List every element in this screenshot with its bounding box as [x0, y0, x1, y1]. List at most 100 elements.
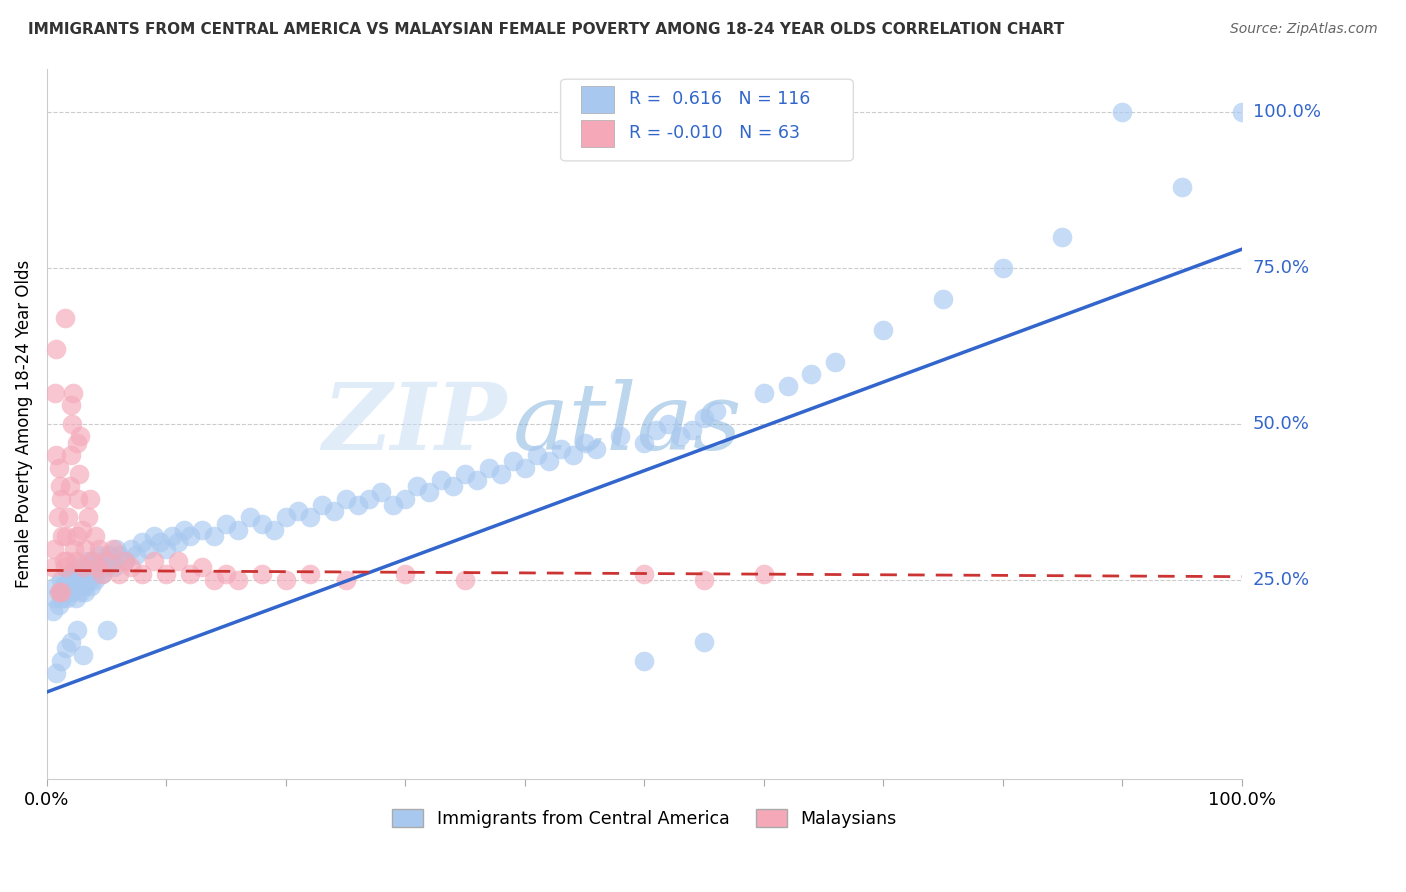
Point	[370, 485, 392, 500]
Point	[179, 529, 201, 543]
Point	[51, 529, 73, 543]
Point	[1052, 230, 1074, 244]
Point	[561, 448, 583, 462]
Point	[191, 523, 214, 537]
Point	[131, 566, 153, 581]
Point	[55, 573, 77, 587]
Point	[585, 442, 607, 456]
Point	[669, 429, 692, 443]
Point	[824, 354, 846, 368]
Point	[645, 423, 668, 437]
Point	[202, 573, 225, 587]
Point	[55, 529, 77, 543]
Point	[125, 548, 148, 562]
Point	[51, 591, 73, 606]
Point	[70, 523, 93, 537]
Point	[226, 523, 249, 537]
Point	[86, 560, 108, 574]
Point	[138, 541, 160, 556]
Point	[173, 523, 195, 537]
Point	[155, 541, 177, 556]
Point	[239, 510, 262, 524]
Point	[58, 479, 80, 493]
Text: Source: ZipAtlas.com: Source: ZipAtlas.com	[1230, 22, 1378, 37]
Point	[191, 560, 214, 574]
Point	[101, 541, 124, 556]
Point	[82, 566, 104, 581]
Point	[67, 467, 90, 481]
Point	[441, 479, 464, 493]
Point	[51, 654, 73, 668]
Point	[89, 541, 111, 556]
Point	[59, 448, 82, 462]
Point	[335, 573, 357, 587]
Point	[75, 566, 97, 581]
Point	[226, 573, 249, 587]
Point	[63, 566, 86, 581]
Point	[82, 554, 104, 568]
Point	[49, 479, 72, 493]
Point	[1171, 180, 1194, 194]
Point	[346, 498, 368, 512]
Text: 75.0%: 75.0%	[1253, 259, 1310, 277]
Point	[752, 385, 775, 400]
Point	[609, 429, 631, 443]
Point	[359, 491, 381, 506]
Point	[418, 485, 440, 500]
Point	[704, 404, 727, 418]
Point	[42, 604, 65, 618]
Point	[502, 454, 524, 468]
Point	[274, 573, 297, 587]
Point	[69, 585, 91, 599]
Point	[149, 535, 172, 549]
Point	[263, 523, 285, 537]
Point	[274, 510, 297, 524]
Text: R =  0.616   N = 116: R = 0.616 N = 116	[628, 90, 810, 108]
Point	[62, 385, 84, 400]
Point	[76, 554, 98, 568]
Point	[90, 566, 112, 581]
Point	[83, 529, 105, 543]
Text: 100.0%: 100.0%	[1253, 103, 1320, 121]
Point	[59, 635, 82, 649]
Point	[45, 448, 67, 462]
Point	[406, 479, 429, 493]
Point	[59, 398, 82, 412]
Point	[454, 573, 477, 587]
Point	[114, 554, 136, 568]
Point	[70, 566, 93, 581]
Point	[382, 498, 405, 512]
Point	[657, 417, 679, 431]
Point	[287, 504, 309, 518]
Point	[335, 491, 357, 506]
Point	[96, 623, 118, 637]
Point	[51, 585, 73, 599]
Point	[143, 529, 166, 543]
Point	[58, 510, 80, 524]
Point	[66, 529, 89, 543]
Point	[167, 554, 190, 568]
Point	[45, 342, 67, 356]
Point	[76, 510, 98, 524]
Point	[96, 560, 118, 574]
Point	[215, 566, 238, 581]
Point	[513, 460, 536, 475]
Point	[62, 579, 84, 593]
Point	[93, 554, 115, 568]
Point	[45, 579, 67, 593]
Point	[59, 585, 82, 599]
Text: atlas: atlas	[513, 379, 742, 469]
Point	[73, 579, 96, 593]
Point	[79, 560, 101, 574]
Point	[66, 573, 89, 587]
Point	[526, 448, 548, 462]
Point	[298, 566, 321, 581]
Point	[489, 467, 512, 481]
Point	[107, 548, 129, 562]
Point	[250, 516, 273, 531]
Point	[48, 585, 70, 599]
Point	[79, 491, 101, 506]
Point	[143, 554, 166, 568]
Point	[52, 579, 75, 593]
Point	[44, 385, 66, 400]
